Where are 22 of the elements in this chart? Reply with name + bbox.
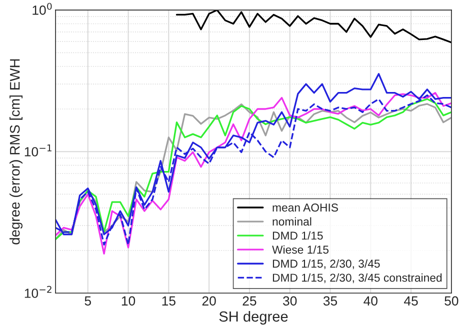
x-axis-title: SH degree [219, 310, 288, 325]
x-tick-label: 40 [364, 296, 378, 306]
x-tick-label: 50 [444, 296, 458, 306]
line-series [176, 10, 452, 44]
y-tick-label: 10$^{−2}$ [24, 286, 52, 298]
x-tick-label: 45 [404, 296, 418, 306]
legend-label: DMD 1/15, 2/30, 3/45 [272, 259, 380, 270]
legend-label: mean AOHIS [272, 204, 338, 212]
legend-label: Wiese 1/15 [272, 245, 329, 254]
legend-label: nominal [272, 217, 312, 226]
x-tick-label: 35 [323, 296, 338, 306]
y-tick-label: 10$^{0}$ [32, 2, 52, 15]
x-tick-label: 30 [283, 296, 297, 306]
x-tick-label: 20 [202, 296, 216, 306]
legend-label: DMD 1/15 [272, 231, 323, 240]
y-axis-title: degree (error) RMS [cm] EWH [10, 59, 22, 244]
legend-label: DMD 1/15, 2/30, 3/45 constrained [272, 273, 442, 284]
y-tick-label: 10$^{−1}$ [24, 144, 52, 156]
x-tick-label: 15 [162, 296, 176, 306]
x-tick-label: 25 [242, 296, 256, 306]
x-tick-label: 10 [122, 296, 136, 306]
x-tick-label: 5 [84, 296, 91, 306]
